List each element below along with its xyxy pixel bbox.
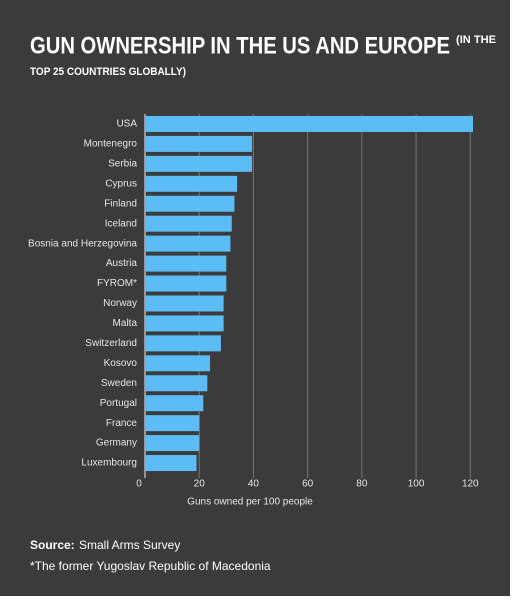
bar: [145, 255, 227, 272]
chart-subtitle: TOP 25 COUNTRIES GLOBALLY): [30, 66, 186, 78]
bar: [145, 195, 235, 212]
y-tick-label: Iceland: [105, 218, 137, 229]
bar: [145, 135, 253, 152]
x-tick-label: 20: [194, 479, 206, 490]
bar: [145, 235, 231, 252]
source: Small Arms Survey: [79, 538, 180, 552]
x-tick-label: 0: [136, 479, 142, 490]
chart-subtitle: (IN THE: [456, 34, 496, 46]
bar: [145, 275, 227, 292]
x-tick-label: 120: [462, 479, 479, 490]
y-tick-label: Montenegro: [84, 139, 138, 150]
y-tick-label: FYROM*: [97, 278, 137, 289]
y-tick-label: Kosovo: [104, 358, 138, 369]
bar: [145, 355, 211, 372]
y-tick-label: Austria: [106, 258, 138, 269]
bar: [145, 295, 224, 312]
bar: [145, 155, 253, 172]
y-tick-label: Bosnia and Herzegovina: [28, 238, 137, 249]
bar: [145, 115, 473, 132]
chart-title: GUN OWNERSHIP IN THE US AND EUROPE: [30, 32, 450, 59]
bar: [145, 455, 197, 472]
y-tick-label: France: [106, 418, 138, 429]
bar: [145, 315, 224, 332]
bar: [145, 215, 232, 232]
bar: [145, 375, 208, 392]
y-tick-label: USA: [116, 119, 137, 130]
bar: [145, 415, 200, 432]
bar: [145, 175, 238, 192]
y-tick-label: Finland: [104, 198, 137, 209]
footnote: *The former Yugoslav Republic of Macedon…: [30, 559, 271, 573]
bar: [145, 335, 221, 352]
bar: [145, 435, 200, 452]
y-tick-label: Serbia: [108, 159, 137, 170]
y-tick-label: Sweden: [101, 378, 137, 389]
y-tick-label: Malta: [113, 318, 138, 329]
y-tick-label: Portugal: [100, 398, 137, 409]
y-tick-label: Germany: [96, 438, 137, 449]
x-tick-label: 100: [408, 479, 425, 490]
y-tick-label: Norway: [103, 298, 137, 309]
x-axis-label: Guns owned per 100 people: [187, 497, 313, 508]
y-tick-label: Switzerland: [85, 338, 137, 349]
panel: [0, 0, 510, 596]
y-tick-label: Cyprus: [105, 178, 137, 189]
x-tick-label: 60: [302, 479, 314, 490]
x-tick-label: 40: [248, 479, 260, 490]
y-tick-label: Luxembourg: [81, 458, 137, 469]
bar: [145, 395, 204, 412]
x-tick-label: 80: [356, 479, 368, 490]
source-label: Source:: [30, 538, 75, 552]
